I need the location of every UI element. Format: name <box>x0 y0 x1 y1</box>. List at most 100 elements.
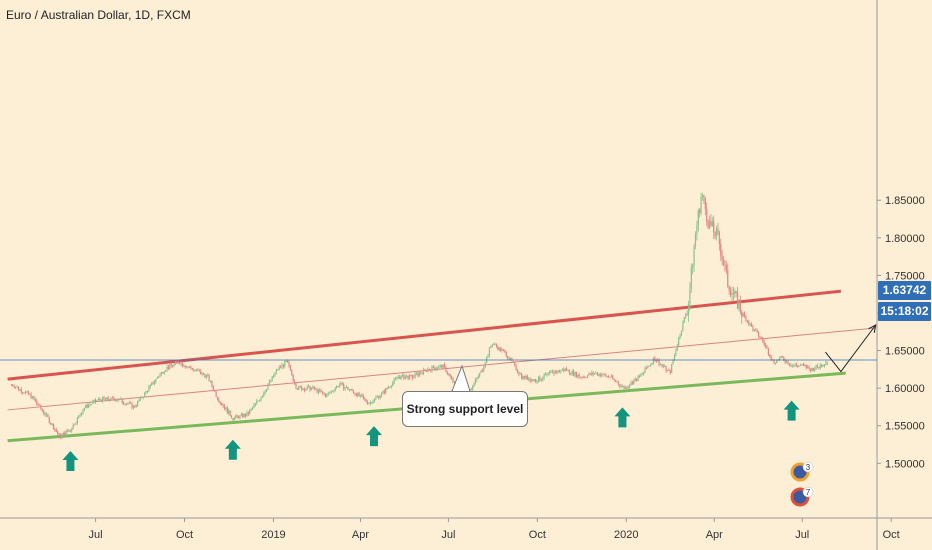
candle-body <box>41 408 43 411</box>
candle-body <box>145 391 147 393</box>
candle-body <box>707 221 709 229</box>
candle-body <box>481 370 484 372</box>
candle-body <box>158 376 160 378</box>
candle-body <box>134 405 136 408</box>
candle-body <box>120 398 122 400</box>
candle-body <box>26 391 28 392</box>
candle-body <box>193 369 195 371</box>
candle-body <box>162 371 164 374</box>
candle-body <box>267 385 269 390</box>
candle-body <box>657 360 659 362</box>
candle-body <box>595 372 597 374</box>
candle-body <box>557 370 559 373</box>
candle-body <box>443 364 446 368</box>
candle-body <box>546 373 548 376</box>
candle-body <box>285 361 287 362</box>
candle-body <box>242 413 244 418</box>
candle-body <box>763 341 765 345</box>
candle-body <box>666 369 669 371</box>
candle-body <box>547 373 549 375</box>
candle-body <box>191 368 193 370</box>
candle-body <box>584 376 586 378</box>
candle-body <box>619 384 621 387</box>
candle-body <box>151 382 153 385</box>
candle-body <box>289 366 292 370</box>
candle-body <box>756 330 758 333</box>
candle-body <box>669 370 671 373</box>
candle-body <box>749 323 751 325</box>
candle-body <box>535 379 537 383</box>
candle-body <box>100 399 102 402</box>
candle-body <box>80 414 83 416</box>
candle-body <box>303 388 306 391</box>
candle-body <box>235 415 237 418</box>
candle-body <box>71 429 73 431</box>
y-tick-label: 1.50000 <box>885 458 925 470</box>
candle-body <box>338 384 341 387</box>
candle-body <box>507 356 509 359</box>
candle-body <box>722 259 725 266</box>
candle-body <box>179 363 181 365</box>
candle-body <box>47 414 49 418</box>
candle-body <box>301 386 303 390</box>
candle-body <box>536 382 538 383</box>
candle-body <box>256 400 258 404</box>
candle-body <box>334 388 336 391</box>
candle-body <box>687 304 690 315</box>
candle-body <box>54 429 56 431</box>
candle-body <box>87 405 90 408</box>
candle-body <box>528 379 530 380</box>
candle-body <box>246 412 248 417</box>
candle-body <box>644 367 646 373</box>
candle-body <box>474 379 477 384</box>
candle-body <box>51 423 53 425</box>
candle-body <box>12 384 14 387</box>
candle-body <box>278 366 280 370</box>
candle-body <box>696 225 698 234</box>
candle-body <box>113 397 115 400</box>
candle-body <box>348 389 350 391</box>
x-tick-label: 2019 <box>261 529 285 541</box>
x-tick-label: Oct <box>883 529 900 541</box>
candle-body <box>172 365 174 367</box>
candle-body <box>237 416 240 419</box>
candle-body <box>779 358 781 361</box>
candle-body <box>645 367 648 369</box>
candle-body <box>760 337 762 339</box>
candle-body <box>683 317 685 323</box>
candle-body <box>327 393 329 395</box>
candle-body <box>386 388 388 390</box>
candle-body <box>201 372 203 375</box>
candle-body <box>148 386 150 392</box>
candle-body <box>239 415 241 419</box>
candle-body <box>124 403 126 405</box>
candle-body <box>106 397 108 400</box>
candle-body <box>627 386 629 389</box>
candle-body <box>808 366 810 369</box>
candle-body <box>759 336 761 338</box>
candle-body <box>380 392 383 396</box>
candle-body <box>406 375 408 377</box>
candle-body <box>728 286 730 291</box>
candle-body <box>812 367 814 371</box>
candle-body <box>537 377 540 383</box>
candle-body <box>764 344 767 347</box>
candle-body <box>369 402 371 404</box>
candle-body <box>389 387 391 388</box>
candle-body <box>703 194 705 199</box>
candle-body <box>200 371 202 375</box>
candle-body <box>166 367 168 371</box>
x-tick-label: Jul <box>795 529 809 541</box>
candle-body <box>448 374 450 375</box>
y-tick-label: 1.80000 <box>885 233 925 245</box>
candle-body <box>633 380 635 385</box>
support-touch-arrow-icon <box>224 439 241 460</box>
candle-body <box>564 368 566 371</box>
event-flag-icon-count-label: 3 <box>806 463 811 472</box>
candle-body <box>316 388 318 393</box>
candle-body <box>123 402 125 404</box>
candle-body <box>425 369 427 372</box>
candle-body <box>414 374 416 377</box>
candle-body <box>152 382 154 385</box>
